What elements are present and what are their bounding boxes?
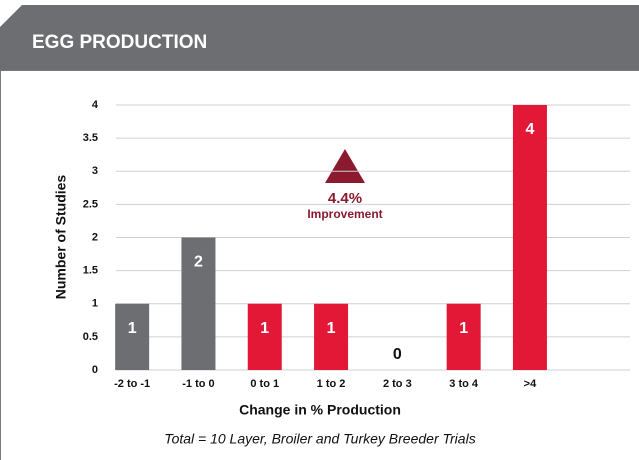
bar bbox=[446, 303, 481, 370]
bar bbox=[181, 237, 216, 370]
value-label: 4 bbox=[525, 121, 534, 138]
x-tick-label: 3 to 4 bbox=[449, 378, 479, 390]
y-tick-label: 0 bbox=[92, 364, 98, 376]
note: Total = 10 Layer, Broiler and Turkey Bre… bbox=[164, 431, 475, 447]
bar bbox=[512, 105, 547, 370]
y-tick-label: 3 bbox=[92, 165, 98, 177]
x-axis-title: Change in % Production bbox=[239, 402, 401, 418]
y-tick-label: 4 bbox=[92, 99, 99, 111]
bar bbox=[115, 303, 150, 370]
annotation: 4.4% bbox=[328, 190, 362, 207]
value-label: 0 bbox=[393, 346, 402, 363]
value-label: 2 bbox=[194, 254, 203, 271]
value-label: 1 bbox=[128, 320, 137, 337]
x-tick-label: -1 to 0 bbox=[182, 378, 214, 390]
bar bbox=[314, 303, 349, 370]
y-tick-label: 1 bbox=[92, 298, 98, 310]
x-tick-label: -2 to -1 bbox=[114, 378, 150, 390]
x-tick-label: 0 to 1 bbox=[250, 378, 279, 390]
value-label: 1 bbox=[327, 320, 336, 337]
bar bbox=[247, 303, 282, 370]
y-axis-title: Number of Studies bbox=[53, 175, 69, 300]
value-label: 1 bbox=[459, 320, 468, 337]
x-tick-label: 1 to 2 bbox=[317, 378, 346, 390]
y-tick-label: 1.5 bbox=[83, 265, 98, 277]
x-tick-label: >4 bbox=[524, 378, 537, 390]
chart-title: EGG PRODUCTION bbox=[32, 32, 207, 53]
x-tick-label: 2 to 3 bbox=[383, 378, 412, 390]
annotation: Improvement bbox=[307, 207, 382, 221]
header-band bbox=[0, 5, 639, 70]
y-tick-label: 3.5 bbox=[83, 132, 98, 144]
y-tick-label: 2 bbox=[92, 231, 98, 243]
value-label: 1 bbox=[260, 320, 269, 337]
improvement-arrow bbox=[325, 149, 365, 183]
y-tick-label: 0.5 bbox=[83, 331, 98, 343]
y-tick-label: 2.5 bbox=[83, 198, 98, 210]
